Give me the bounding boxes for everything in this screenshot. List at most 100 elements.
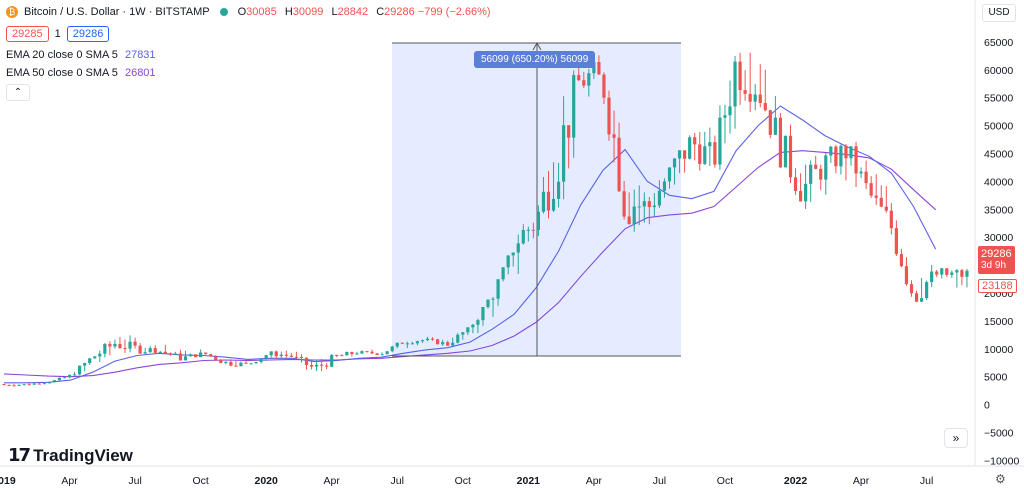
candle-body [158,351,162,353]
candle-body [456,334,460,343]
candle-body [330,354,334,367]
candle-body [627,216,631,224]
candle-body [617,137,621,192]
spread-value: 1 [54,28,61,40]
y-tick-label: 35000 [984,204,1013,216]
candle-body [849,146,853,159]
double-chevron-right-icon: » [952,431,960,445]
symbol-title[interactable]: Bitcoin / U.S. Dollar · 1W · BITSTAMP [24,6,210,18]
indicator-label: EMA 20 close 0 SMA 5 [6,49,118,61]
candle-body [567,125,571,138]
candle-body [214,356,218,361]
candle-body [763,102,767,111]
candle-body [461,332,465,335]
candle-body [683,150,687,159]
chevron-up-icon: ⌃ [13,87,23,98]
bitcoin-icon: ₿ [6,6,18,18]
candle-body [284,354,288,356]
candle-body [350,351,354,355]
y-tick-label: 5000 [984,372,1008,384]
candle-body [955,270,959,273]
candle-body [168,353,172,355]
candle-body [299,357,304,359]
candle-body [516,243,520,253]
candle-body [345,351,349,356]
candle-body [889,210,893,229]
candle-body [72,374,77,376]
candle-body [556,181,561,199]
candle-body [965,270,969,277]
candle-body [824,155,828,180]
candle-body [178,353,183,361]
candle-body [173,353,178,355]
candle-body [244,362,248,364]
candle-body [67,374,72,378]
buy-price-button[interactable]: 29286 [66,26,110,42]
candle-body [703,146,707,164]
candle-body [496,279,500,299]
candle-body [622,191,626,217]
brand-name: TradingView [33,445,133,465]
candle-body [506,255,510,268]
candle-body [864,171,868,184]
candle-body [577,75,581,81]
candle-body [930,271,934,283]
last-price-tag: 29286 3d 9h [978,246,1015,274]
scroll-to-realtime-button[interactable]: » [944,428,968,448]
candle-body [254,362,258,364]
candle-body [88,358,92,364]
candle-body [904,266,909,285]
candle-body [723,115,727,118]
candle-body [773,117,777,135]
x-tick-label: Jul [391,475,404,487]
candle-body [597,62,601,75]
tradingview-logo-icon: 𝟭𝟳 [8,445,31,465]
candle-body [118,343,122,349]
candle-body [52,380,57,383]
measure-arrow-head [532,41,542,51]
candle-body [314,364,319,367]
candle-body [446,342,450,346]
candle-body [32,383,36,385]
candle-body [935,271,939,275]
candle-body [138,345,142,354]
settings-icon[interactable]: ⚙ [995,472,1006,486]
tradingview-logo[interactable]: 𝟭𝟳 TradingView [8,445,133,466]
candle-body [219,360,223,364]
candle-body [390,346,394,352]
measure-label: 56099 (650.20%) 56099 [474,51,596,68]
currency-selector[interactable]: USD [982,4,1016,22]
candle-body [960,270,964,277]
candle-body [103,343,107,354]
candle-body [879,197,883,207]
candle-body [37,383,41,385]
indicator-ema50[interactable]: EMA 50 close 0 SMA 5 26801 [6,67,156,79]
candle-body [486,299,490,308]
candle-body [708,142,712,147]
sell-price-button[interactable]: 29285 [6,26,49,42]
candle-body [839,145,843,167]
candle-body [602,74,606,98]
candlestick-series [2,52,969,387]
collapse-legend-button[interactable]: ⌃ [6,84,30,101]
y-tick-label: 55000 [984,93,1013,105]
candle-body [814,164,818,169]
candle-body [22,384,26,386]
candle-body [899,254,904,267]
candle-body [83,363,87,366]
x-tick-label: 2021 [517,475,541,487]
candle-body [209,354,213,357]
candle-body [335,354,339,356]
candle-body [607,97,611,135]
candle-body [859,171,863,174]
candle-body [657,190,662,206]
candle-body [375,353,379,356]
candle-body [476,320,480,325]
x-tick-label: 2019 [0,475,16,487]
x-tick-label: Apr [324,475,341,487]
indicator-ema20[interactable]: EMA 20 close 0 SMA 5 27831 [6,49,156,61]
candle-body [188,354,193,357]
candle-body [148,348,152,353]
candle-body [783,135,788,168]
